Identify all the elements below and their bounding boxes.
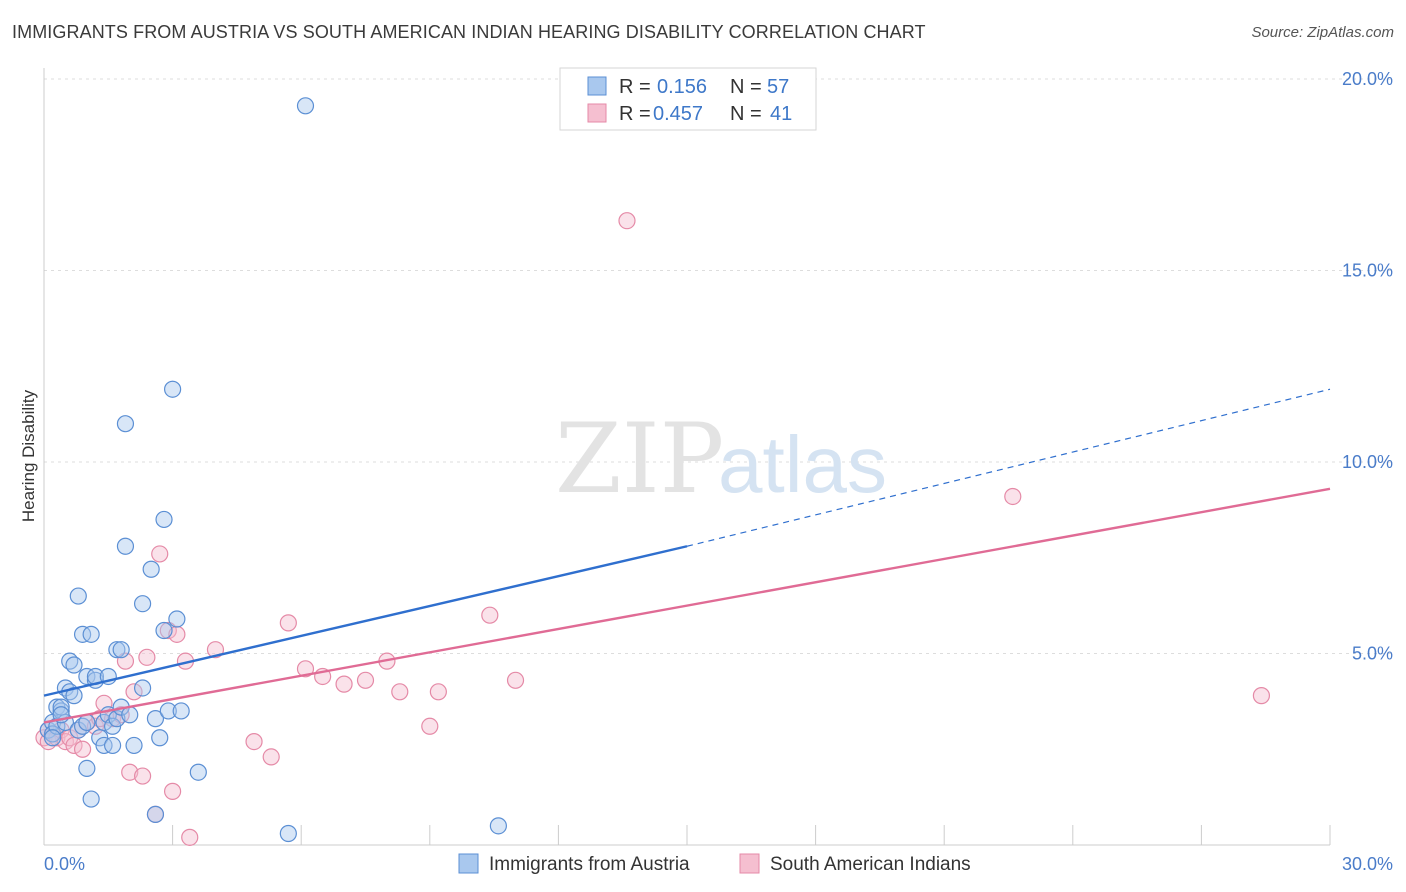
point-austria xyxy=(65,656,83,674)
y-axis-label: Hearing Disability xyxy=(19,389,38,522)
legend-swatch-blue xyxy=(587,76,607,96)
point-austria xyxy=(112,641,130,659)
point-sa-indian xyxy=(618,212,636,230)
point-sa-indian xyxy=(335,675,353,693)
point-austria xyxy=(133,679,152,697)
y-tick-labels: 5.0% 10.0% 15.0% 20.0% xyxy=(1342,69,1393,664)
y-tick-label-15: 15.0% xyxy=(1342,261,1393,281)
point-austria xyxy=(121,706,139,724)
trend-lines xyxy=(43,388,1331,724)
point-austria xyxy=(155,621,173,640)
bottom-legend: Immigrants from Austria South American I… xyxy=(458,853,971,875)
point-sa-indian xyxy=(245,732,263,751)
point-sa-indian xyxy=(125,683,143,701)
x-tick-label-max: 30.0% xyxy=(1342,854,1393,874)
legend-r-label-pink: R = xyxy=(619,103,651,125)
point-sa-indian xyxy=(421,717,439,735)
point-austria xyxy=(69,587,87,605)
x-tick-label-min: 0.0% xyxy=(44,854,85,874)
point-sa-indian xyxy=(138,648,156,666)
point-austria xyxy=(189,763,207,781)
series-south-american-indians xyxy=(35,212,1271,846)
point-austria xyxy=(279,824,297,843)
trendline-austria xyxy=(43,545,688,697)
point-austria xyxy=(146,710,165,728)
bottom-legend-swatch-pink xyxy=(739,853,760,874)
point-austria xyxy=(296,97,315,115)
point-sa-indian xyxy=(279,614,297,632)
watermark-atlas: atlas xyxy=(718,420,887,509)
y-tick-label-20: 20.0% xyxy=(1342,69,1393,89)
trendline-austria-extension xyxy=(686,388,1331,547)
y-tick-label-10: 10.0% xyxy=(1342,452,1393,472)
point-austria xyxy=(125,736,143,755)
point-sa-indian xyxy=(1252,687,1271,705)
point-sa-indian xyxy=(506,671,525,689)
point-austria xyxy=(43,729,62,747)
bottom-legend-swatch-blue xyxy=(458,853,479,874)
point-austria xyxy=(168,610,186,628)
point-sa-indian xyxy=(164,782,182,800)
point-austria xyxy=(146,805,165,823)
chart-title: IMMIGRANTS FROM AUSTRIA VS SOUTH AMERICA… xyxy=(12,22,926,42)
point-austria xyxy=(78,759,96,778)
point-austria xyxy=(103,736,122,755)
point-austria xyxy=(151,729,169,747)
legend-box: R = 0.156 N = 57 R = 0.457 N = 41 xyxy=(559,67,817,131)
bottom-legend-label-pink: South American Indians xyxy=(770,854,971,875)
point-sa-indian xyxy=(296,660,315,678)
point-austria xyxy=(172,702,190,720)
point-sa-indian xyxy=(159,621,177,640)
legend-n-value-pink: 41 xyxy=(770,103,792,125)
point-sa-indian xyxy=(262,748,280,766)
legend-r-label-blue: R = xyxy=(619,76,651,98)
point-austria xyxy=(159,702,177,720)
point-austria xyxy=(116,415,135,433)
legend-r-value-blue: 0.156 xyxy=(657,76,707,98)
point-sa-indian xyxy=(168,625,186,643)
point-sa-indian xyxy=(121,763,139,781)
legend-n-label-pink: N = xyxy=(730,103,762,125)
series-immigrants-austria xyxy=(39,97,507,843)
grid-lines xyxy=(44,78,1393,654)
legend-n-value-blue: 57 xyxy=(767,76,789,98)
point-austria xyxy=(155,510,173,529)
legend-swatch-pink xyxy=(587,103,607,123)
point-sa-indian xyxy=(481,606,499,624)
point-austria xyxy=(108,641,126,659)
point-austria xyxy=(164,380,182,398)
point-sa-indian xyxy=(151,545,169,563)
point-sa-indian xyxy=(181,828,199,846)
axes xyxy=(43,68,1331,846)
watermark: ZIP atlas xyxy=(555,403,887,515)
point-sa-indian xyxy=(1004,487,1022,506)
x-tick-labels: 0.0% 30.0% xyxy=(44,854,1393,874)
trendline-sa-indian xyxy=(43,487,1331,724)
point-austria xyxy=(82,625,100,643)
point-austria xyxy=(489,817,507,835)
point-sa-indian xyxy=(429,683,447,701)
y-tick-label-5: 5.0% xyxy=(1352,644,1393,664)
point-sa-indian xyxy=(356,671,375,689)
source-label: Source: ZipAtlas.com xyxy=(1251,24,1394,41)
point-sa-indian xyxy=(73,740,92,758)
legend-n-label-blue: N = xyxy=(730,76,762,98)
point-sa-indian xyxy=(133,767,152,785)
point-austria xyxy=(116,537,135,555)
bottom-legend-label-blue: Immigrants from Austria xyxy=(489,854,690,875)
point-austria xyxy=(133,595,152,613)
point-austria xyxy=(82,790,100,808)
legend-r-value-pink: 0.457 xyxy=(653,103,703,125)
point-sa-indian xyxy=(391,683,409,701)
watermark-zip: ZIP xyxy=(555,403,724,515)
point-austria xyxy=(142,560,160,578)
